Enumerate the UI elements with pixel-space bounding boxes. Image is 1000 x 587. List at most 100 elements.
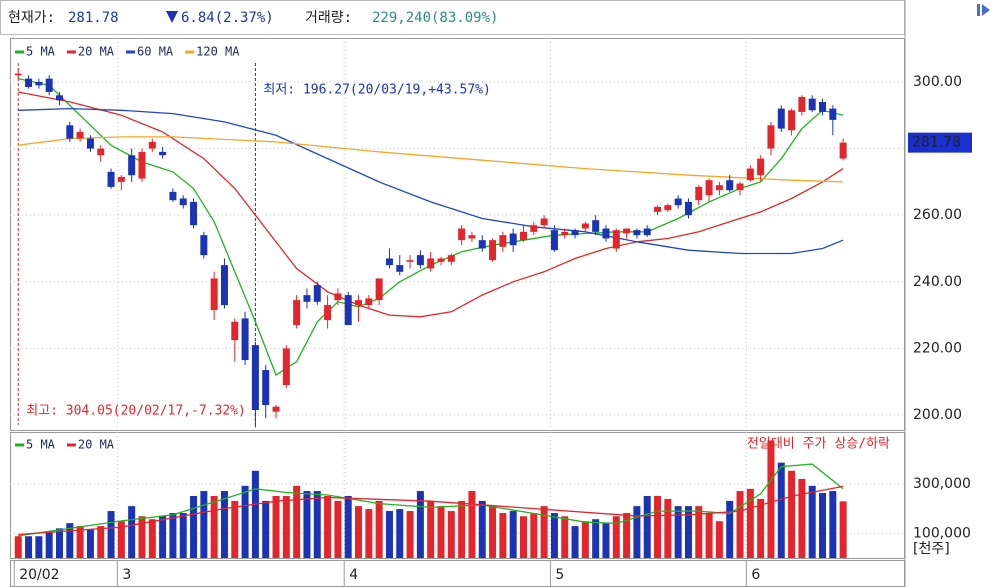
volume-bar	[654, 495, 662, 558]
volume-bar	[159, 516, 167, 558]
volume-bar	[674, 506, 682, 558]
candle-body	[148, 141, 156, 149]
volume-bar	[705, 513, 713, 558]
candle-body	[138, 151, 146, 179]
volume-bar	[179, 513, 187, 558]
volume-bar	[746, 488, 754, 558]
volume-bar	[385, 511, 393, 558]
candle-body	[210, 278, 218, 311]
volume-bar	[169, 513, 177, 558]
annotation-text: 최고: 304.05(20/02/17,-7.32%)	[26, 404, 246, 419]
y-tick-label: 220.00	[913, 340, 962, 356]
candle-body	[458, 228, 466, 241]
volume-bar	[643, 495, 651, 558]
candle-body	[757, 158, 765, 176]
volume-bar	[303, 491, 311, 558]
y-tick-label: 300.00	[913, 74, 962, 90]
volume-bar	[128, 506, 136, 558]
candle-body	[447, 255, 455, 262]
volume-bar	[715, 521, 723, 558]
candle-body	[489, 240, 497, 261]
volume-bar	[45, 531, 53, 558]
change-value: 6.84(2.37%)	[181, 10, 274, 26]
candle-body	[561, 231, 569, 236]
legend-label: 120 MA	[196, 45, 240, 59]
volume-bar	[97, 526, 105, 558]
candle-body	[633, 230, 641, 236]
candle-body	[86, 138, 94, 149]
x-tick-label: 5	[555, 567, 564, 583]
volume-bar	[138, 516, 146, 558]
volume-bar	[839, 501, 847, 558]
volume-bar	[437, 506, 445, 558]
legend-label: 20 MA	[78, 45, 115, 59]
candle-body	[355, 300, 363, 306]
volume-bar	[396, 509, 404, 558]
volume-bar	[241, 485, 249, 558]
candle-body	[416, 255, 424, 266]
candle-body	[303, 295, 311, 302]
candle-body	[623, 228, 631, 234]
candle-body	[334, 293, 342, 301]
candle-body	[365, 298, 373, 306]
volume-bar	[550, 513, 558, 558]
y-tick-label: 260.00	[913, 207, 962, 223]
volume-bar	[468, 491, 476, 558]
volume-bar	[602, 523, 610, 558]
volume-bar	[200, 491, 208, 558]
candle-body	[478, 240, 486, 249]
volume-bar	[540, 506, 548, 558]
volume-bar	[726, 500, 734, 558]
current-price-tag	[908, 132, 972, 153]
candle-body	[313, 285, 321, 302]
ma-line	[18, 77, 844, 376]
ma-line	[18, 485, 844, 536]
candle-body	[664, 205, 672, 211]
volume-bar	[282, 495, 290, 558]
candle-body	[726, 180, 734, 191]
x-tick-label: 4	[349, 567, 358, 583]
corner-icon[interactable]	[977, 4, 990, 16]
volume-bar	[478, 500, 486, 558]
current-price-label: 281.78	[912, 135, 961, 151]
candle-body	[55, 95, 63, 101]
down-arrow	[166, 11, 178, 23]
candle-body	[128, 155, 136, 176]
volume-bar	[561, 516, 569, 558]
candle-body	[437, 258, 445, 262]
header-bar	[0, 0, 905, 35]
candle-body	[788, 110, 796, 131]
candle-body	[695, 186, 703, 201]
candle-body	[746, 168, 754, 181]
candle-body	[35, 81, 43, 86]
volume-bar	[798, 478, 806, 558]
candle-body	[66, 125, 74, 139]
candle-body	[550, 230, 558, 251]
volume-bar	[293, 485, 301, 558]
legend-label: 60 MA	[137, 45, 174, 59]
x-tick-label: 3	[122, 567, 131, 583]
volume-bar	[829, 491, 837, 558]
volume-bar	[355, 506, 363, 558]
candle-body	[602, 228, 610, 239]
candle-body	[220, 265, 228, 306]
candle-body	[715, 185, 723, 191]
volume-bar	[447, 511, 455, 558]
candle-body	[251, 345, 259, 411]
volume-bar	[406, 511, 414, 558]
volume-bar	[571, 526, 579, 558]
volume-bar	[592, 519, 600, 558]
volume-bar	[519, 516, 527, 558]
volume-bar	[148, 519, 156, 558]
candle-body	[97, 148, 105, 156]
candle-body	[293, 300, 301, 326]
volume-bar	[334, 500, 342, 558]
volume-bar	[86, 529, 94, 558]
candle-body	[117, 176, 125, 182]
volume-bar	[190, 495, 198, 558]
volume-bar	[633, 506, 641, 558]
x-axis-strip	[10, 560, 905, 587]
volume-bar	[210, 495, 218, 558]
